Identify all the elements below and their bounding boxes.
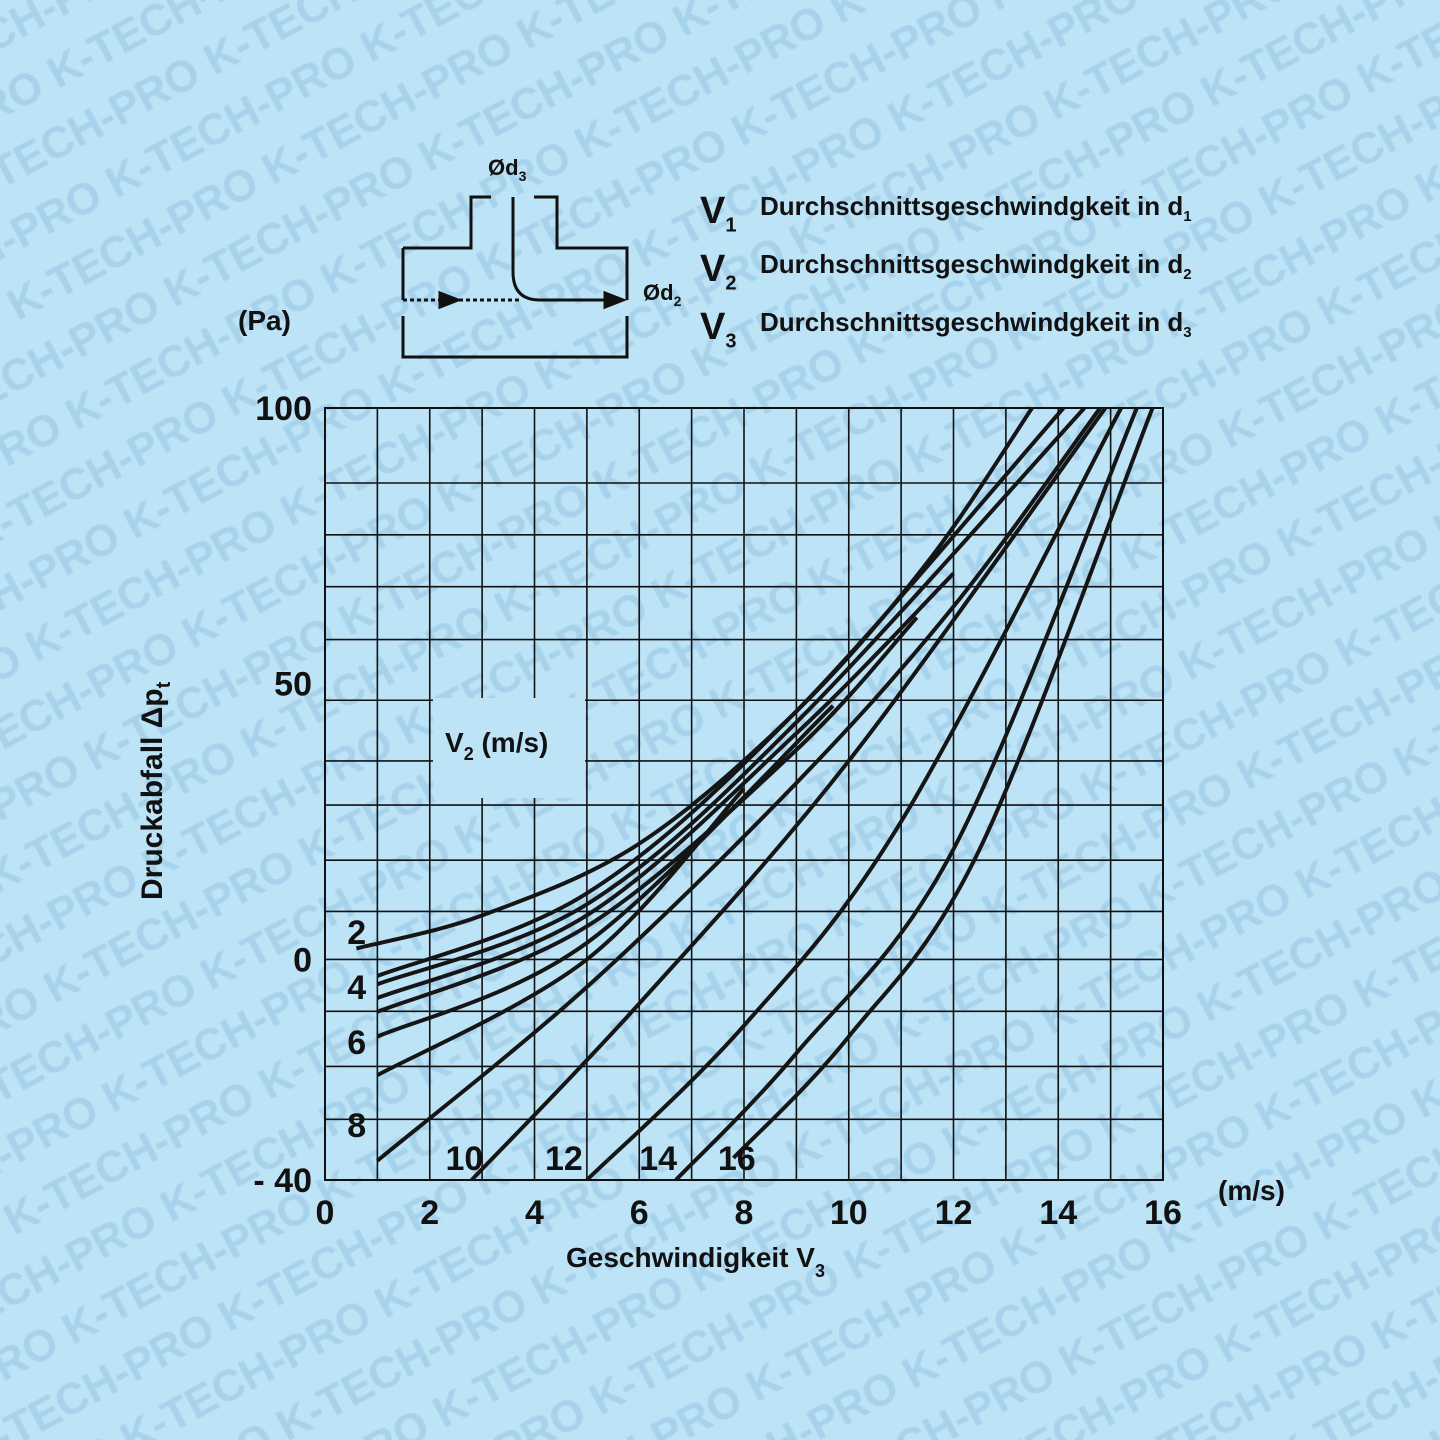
curve-parameter-label: V2 (m/s) [445, 727, 548, 764]
x-tick-label: 4 [525, 1194, 544, 1232]
y-axis-label: Druckabfall Δpt [136, 681, 175, 900]
legend-symbol: V1 [700, 190, 737, 237]
legend-item: V3 Durchschnittsgeschwindgkeit in d3 [700, 306, 1192, 354]
y-axis-unit: (Pa) [238, 305, 291, 336]
x-tick-label: 2 [420, 1194, 439, 1232]
legend-text: Durchschnittsgeschwindgkeit in d2 [760, 249, 1192, 284]
x-tick-label: 14 [1039, 1194, 1077, 1232]
curve-label: 8 [347, 1107, 366, 1145]
d2-label: Ød2 [643, 280, 682, 309]
curve-v2-16 [732, 408, 1155, 1160]
curve-v2-6 [376, 704, 835, 1039]
x-axis-unit: (m/s) [1218, 1175, 1285, 1206]
x-tick-label: 8 [735, 1194, 754, 1232]
curve-label: 2 [347, 914, 366, 952]
x-tick-label: 6 [630, 1194, 649, 1232]
legend-text: Durchschnittsgeschwindgkeit in d1 [760, 191, 1192, 226]
legend-item: V1 Durchschnittsgeschwindgkeit in d1 [700, 190, 1192, 238]
curve-curve-c [376, 408, 1086, 987]
y-tick-label: 100 [255, 390, 312, 428]
y-tick-label: - 40 [253, 1162, 312, 1200]
legend-item: V2 Durchschnittsgeschwindgkeit in d2 [700, 248, 1192, 296]
tee-fitting-diagram [401, 195, 629, 359]
x-tick-label: 10 [830, 1194, 868, 1232]
curve-v2-14 [674, 408, 1139, 1180]
curve-label: 6 [347, 1024, 366, 1062]
curve-label: 10 [445, 1140, 483, 1178]
curve-v2-4 [376, 572, 955, 1000]
x-axis-label: Geschwindigkeit V3 [566, 1242, 825, 1281]
legend-symbol: V3 [700, 306, 737, 353]
curve-v2-2 [355, 408, 1034, 951]
curve-label: 4 [347, 969, 366, 1007]
param-label-bg [433, 698, 585, 798]
d3-label: Ød3 [488, 155, 527, 184]
y-tick-label: 0 [293, 941, 312, 979]
legend-symbol: V2 [700, 248, 737, 295]
y-tick-label: 50 [274, 666, 312, 704]
curve-label: 14 [639, 1140, 677, 1178]
x-tick-label: 12 [935, 1194, 973, 1232]
x-tick-label: 16 [1144, 1194, 1182, 1232]
curve-curve-e [376, 616, 919, 1014]
legend-text: Durchschnittsgeschwindgkeit in d3 [760, 307, 1192, 342]
curves [355, 408, 1155, 1180]
curve-v2-8 [376, 408, 1102, 1163]
curve-v2-12 [585, 408, 1123, 1180]
curve-label: 16 [718, 1140, 756, 1178]
curve-curve-b [376, 408, 1065, 978]
curve-v2-10 [470, 408, 1108, 1180]
x-tick-label: 0 [316, 1194, 335, 1232]
curve-label: 12 [545, 1140, 583, 1178]
curve-curve-g [376, 787, 746, 1077]
